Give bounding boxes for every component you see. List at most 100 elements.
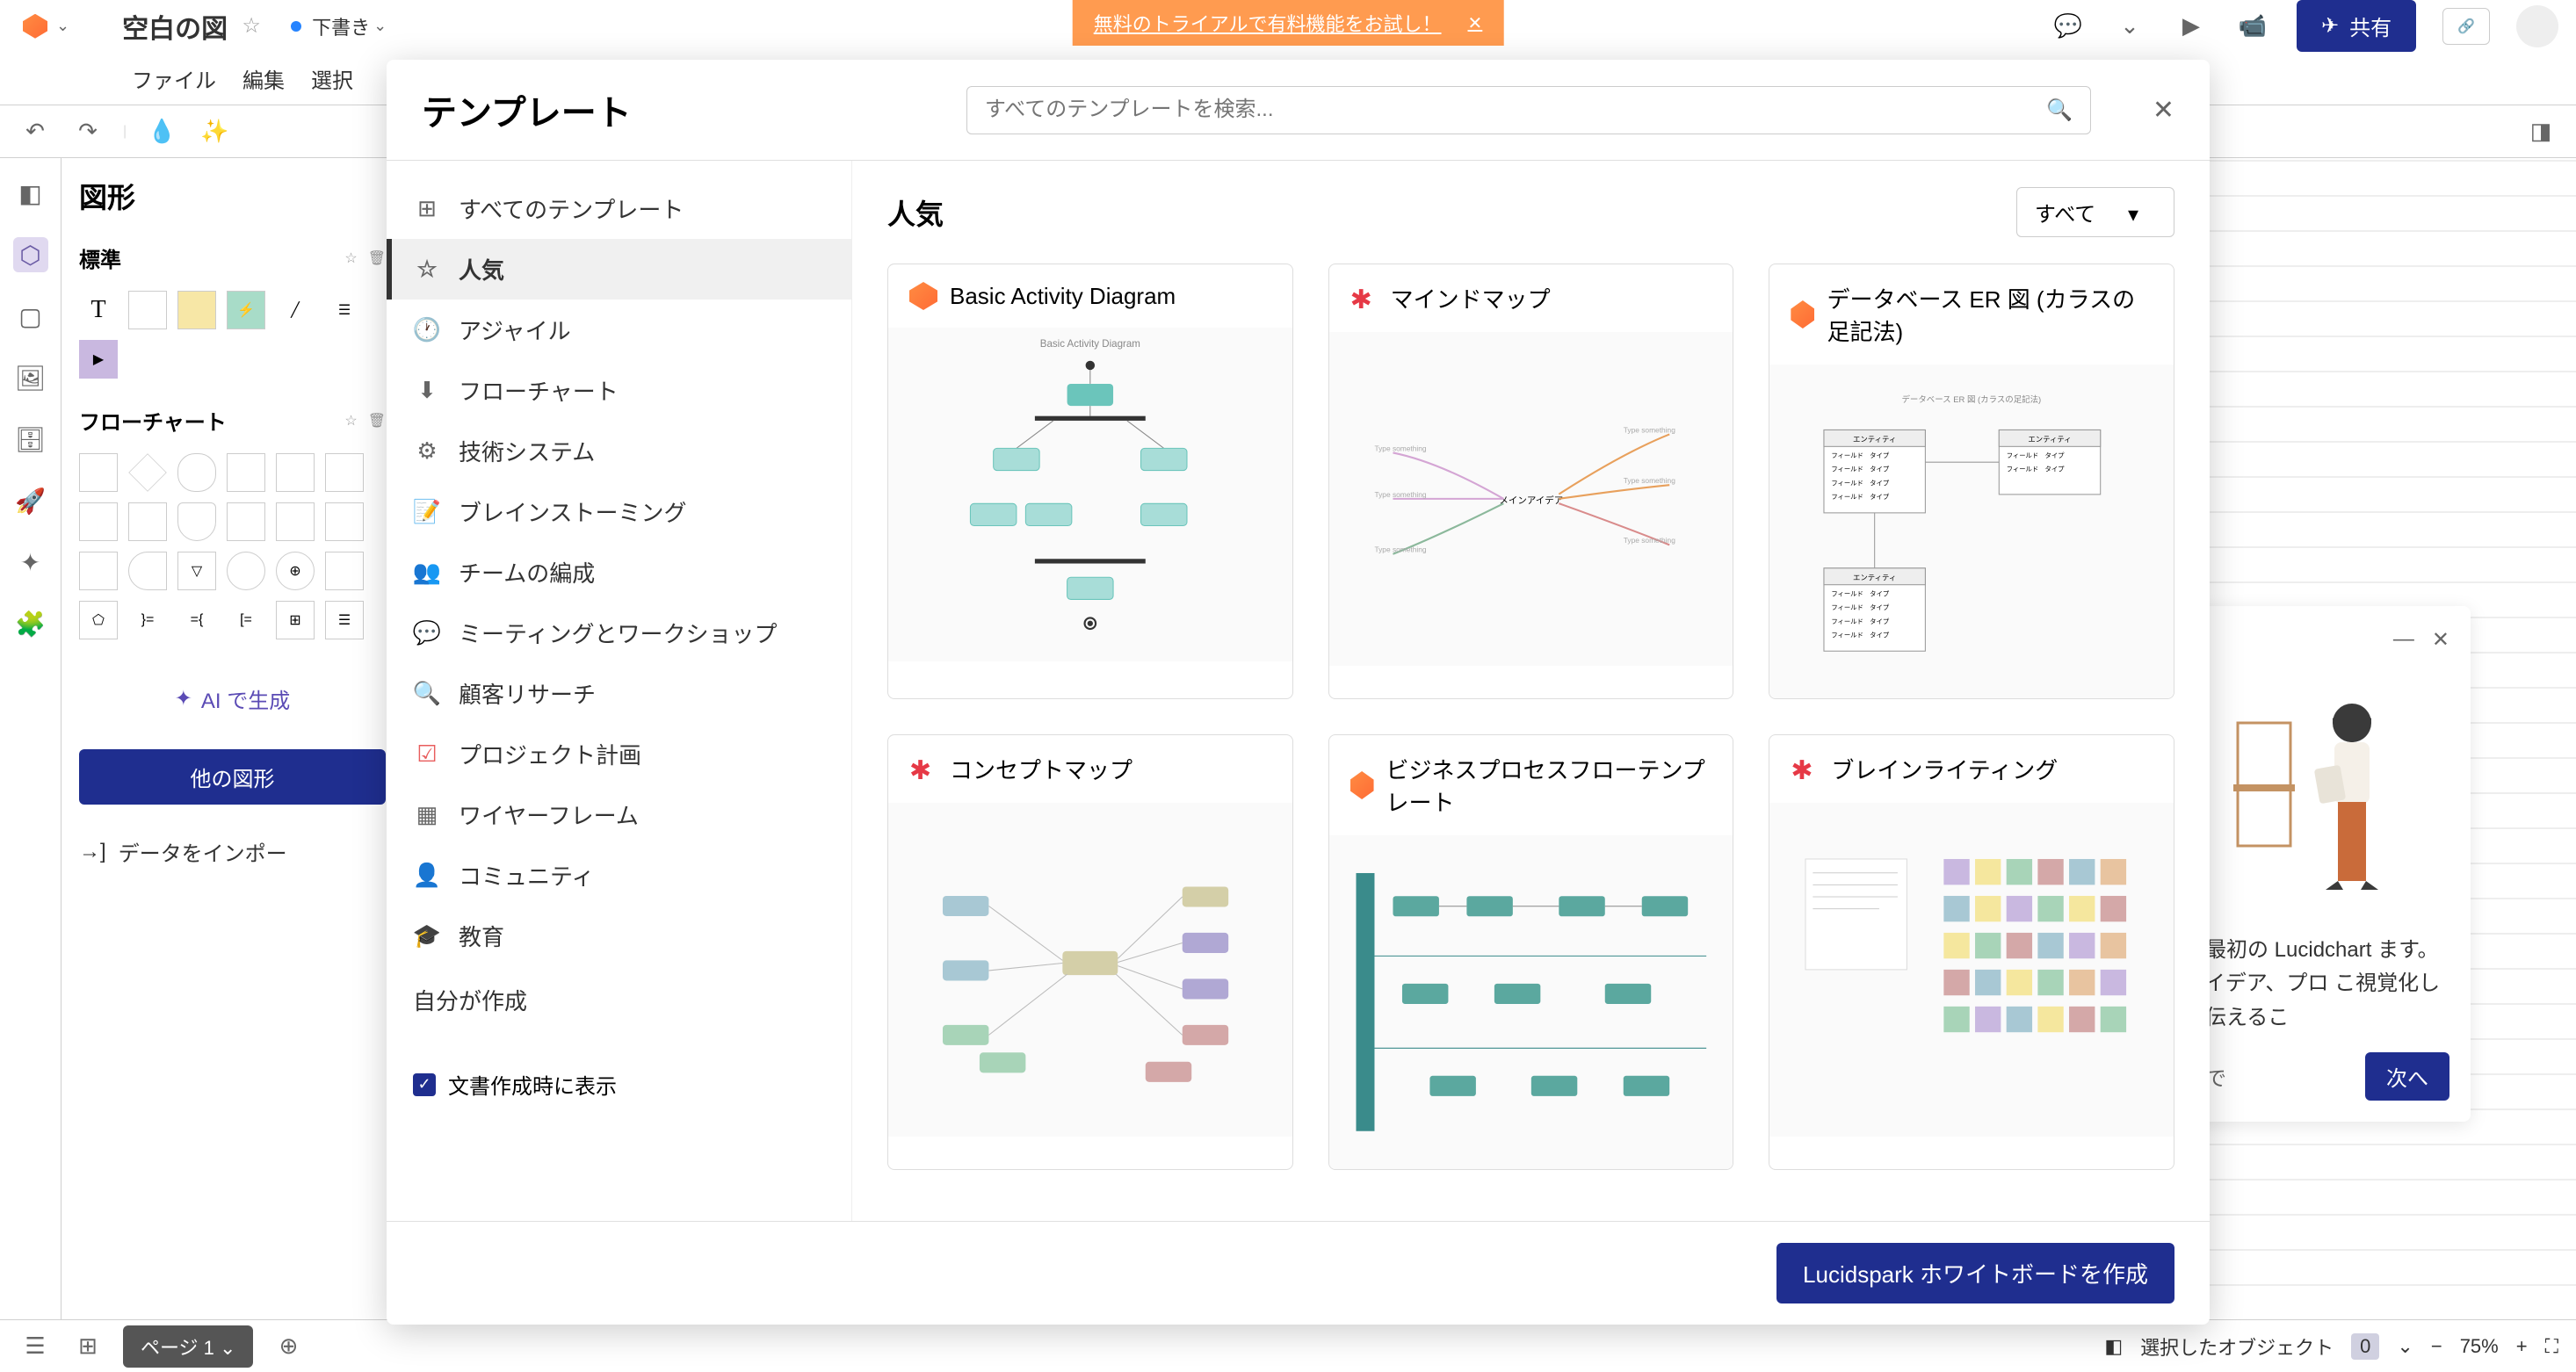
svg-text:エンティティ: エンティティ [1853, 435, 1896, 444]
search-icon[interactable]: 🔍 [2046, 97, 2073, 123]
filter-label: すべて [2035, 203, 2095, 227]
wire-icon: ▦ [413, 801, 441, 829]
template-title: ブレインライティング [1831, 753, 2058, 785]
lucid-logo-icon [909, 282, 937, 310]
close-icon[interactable]: ✕ [2153, 95, 2174, 126]
star-icon: ☆ [413, 256, 441, 284]
svg-text:フィールド タイプ: フィールド タイプ [1832, 480, 1890, 487]
category-label: コミュニティ [459, 859, 594, 892]
team-icon: 👥 [413, 559, 441, 587]
clock-icon: 🕐 [413, 316, 441, 344]
svg-text:Type something: Type something [1374, 490, 1426, 499]
templates-modal: テンプレート 🔍 ✕ ⊞ すべてのテンプレート ☆ 人気 🕐 アジャイル ⬇ フローチャート ⚙… [387, 60, 2210, 1325]
category-label: フローチャート [459, 374, 619, 407]
category-label: アジャイル [459, 314, 571, 346]
flow-icon: ⬇ [413, 377, 441, 405]
area-title: 人気 [887, 192, 944, 233]
category-item[interactable]: 🔍 顧客リサーチ [387, 663, 851, 724]
svg-text:フィールド タイプ: フィールド タイプ [1832, 589, 1890, 597]
svg-text:Type something: Type something [1623, 425, 1675, 434]
category-item[interactable]: 👥 チームの編成 [387, 542, 851, 603]
tech-icon: ⚙ [413, 437, 441, 466]
lucid-logo-icon [1791, 300, 1814, 329]
svg-text:フィールド タイプ: フィールド タイプ [2007, 466, 2065, 473]
template-card[interactable]: ✱ブレインライティング [1769, 734, 2174, 1170]
lucidspark-button[interactable]: Lucidspark ホワイトボードを作成 [1776, 1243, 2174, 1303]
category-label: 人気 [459, 253, 504, 285]
svg-text:Basic Activity Diagram: Basic Activity Diagram [1040, 339, 1140, 350]
category-item[interactable]: ⬇ フローチャート [387, 360, 851, 421]
category-label: チームの編成 [459, 556, 595, 589]
category-sidebar: ⊞ すべてのテンプレート ☆ 人気 🕐 アジャイル ⬇ フローチャート ⚙ 技術システム 📝 ブレイン… [387, 161, 852, 1221]
search-icon: 🔍 [413, 680, 441, 708]
template-title: ビジネスプロセスフローテンプレート [1386, 753, 1712, 818]
category-item[interactable]: ▦ ワイヤーフレーム [387, 784, 851, 845]
category-item[interactable]: 🎓教育 [387, 906, 851, 966]
category-item[interactable]: 📝 ブレインストーミング [387, 481, 851, 542]
category-item[interactable]: ⚙ 技術システム [387, 421, 851, 481]
category-item[interactable]: 💬ミーティングとワークショップ [387, 603, 851, 663]
svg-text:データベース ER 図 (カラスの足記法): データベース ER 図 (カラスの足記法) [1902, 394, 2042, 405]
template-title: データベース ER 図 (カラスの足記法) [1827, 282, 2153, 347]
svg-text:Type something: Type something [1374, 545, 1426, 554]
template-card[interactable]: ✱コンセプトマップ [887, 734, 1293, 1170]
templates-header: 人気 すべて ▾ [887, 187, 2174, 237]
modal-body: ⊞ すべてのテンプレート ☆ 人気 🕐 アジャイル ⬇ フローチャート ⚙ 技術システム 📝 ブレイン… [387, 161, 2210, 1221]
modal-footer: Lucidspark ホワイトボードを作成 [387, 1221, 2210, 1325]
category-item[interactable]: ⊞ すべてのテンプレート [387, 178, 851, 239]
check-icon: ☑ [413, 740, 441, 769]
edu-icon: 🎓 [413, 922, 441, 950]
svg-text:フィールド タイプ: フィールド タイプ [2007, 451, 2065, 459]
note-icon: 📝 [413, 498, 441, 526]
svg-text:フィールド タイプ: フィールド タイプ [1832, 466, 1890, 473]
svg-text:フィールド タイプ: フィールド タイプ [1832, 451, 1890, 459]
svg-text:フィールド タイプ: フィールド タイプ [1832, 493, 1890, 501]
template-card[interactable]: データベース ER 図 (カラスの足記法) データベース ER 図 (カラスの足記… [1769, 264, 2174, 699]
template-preview: メインアイデア Type something Type something Type … [1329, 332, 1733, 666]
grid-icon: ⊞ [413, 195, 441, 223]
template-preview [1769, 803, 2174, 1137]
modal-title: テンプレート [422, 84, 632, 135]
community-icon: 👤 [413, 862, 441, 890]
svg-text:フィールド タイプ: フィールド タイプ [1832, 617, 1890, 625]
template-card[interactable]: ✱マインドマップメインアイデアType somethingType someth… [1328, 264, 1734, 699]
template-preview [1329, 835, 1733, 1169]
category-label: 顧客リサーチ [459, 677, 596, 710]
template-card[interactable]: ビジネスプロセスフローテンプレート [1328, 734, 1734, 1170]
svg-text:メインアイデア: メインアイデア [1499, 495, 1563, 506]
templates-area: 人気 すべて ▾ Basic Activity DiagramBasic Act… [852, 161, 2210, 1221]
svg-text:Type something: Type something [1623, 536, 1675, 545]
category-label: プロジェクト計画 [459, 738, 641, 770]
category-item[interactable]: ☆ 人気 [387, 239, 851, 300]
template-preview [888, 803, 1292, 1137]
modal-header: テンプレート 🔍 ✕ [387, 60, 2210, 161]
svg-text:エンティティ: エンティティ [2029, 435, 2072, 444]
modal-backdrop: テンプレート 🔍 ✕ ⊞ すべてのテンプレート ☆ 人気 🕐 アジャイル ⬇ フローチャート ⚙… [0, 0, 2576, 1372]
category-item[interactable]: ☑ プロジェクト計画 [387, 724, 851, 784]
template-title: マインドマップ [1391, 282, 1551, 314]
svg-text:Type something: Type something [1374, 444, 1426, 452]
category-label: ブレインストーミング [459, 495, 686, 528]
checkbox-icon[interactable]: ✓ [413, 1073, 436, 1096]
template-card[interactable]: Basic Activity DiagramBasic Activity Dia… [887, 264, 1293, 699]
spark-logo-icon: ✱ [909, 755, 937, 783]
filter-select[interactable]: すべて ▾ [2016, 187, 2174, 237]
template-preview: Basic Activity Diagram [888, 328, 1292, 661]
chevron-down-icon: ▾ [2128, 203, 2138, 227]
show-on-create-row[interactable]: ✓ 文書作成時に表示 [387, 1051, 851, 1117]
category-item[interactable]: 👤 コミュニティ [387, 845, 851, 906]
svg-text:フィールド タイプ: フィールド タイプ [1832, 632, 1890, 639]
search-input[interactable] [985, 97, 2046, 122]
category-label: 技術システム [459, 435, 595, 467]
search-box[interactable]: 🔍 [966, 86, 2091, 134]
category-item[interactable]: 🕐 アジャイル [387, 300, 851, 360]
svg-text:Type something: Type something [1623, 476, 1675, 485]
category-label: ワイヤーフレーム [459, 798, 639, 831]
svg-text:エンティティ: エンティティ [1853, 574, 1896, 582]
show-on-create-label: 文書作成時に表示 [448, 1069, 617, 1100]
self-created[interactable]: 自分が作成 [387, 966, 851, 1034]
category-label: すべてのテンプレート [459, 192, 684, 225]
template-preview: データベース ER 図 (カラスの足記法)エンティティフィールド タイプフィール… [1769, 365, 2174, 698]
category-label: ミーティングとワークショップ [459, 617, 777, 649]
svg-text:フィールド タイプ: フィールド タイプ [1832, 603, 1890, 611]
